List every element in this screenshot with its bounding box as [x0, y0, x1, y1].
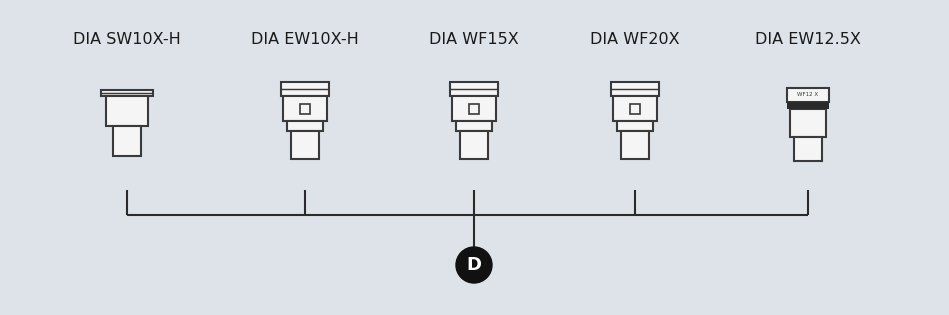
Bar: [283, 96, 327, 121]
Bar: [787, 88, 829, 102]
Bar: [106, 96, 148, 126]
Text: DIA SW10X-H: DIA SW10X-H: [73, 32, 181, 48]
Bar: [794, 137, 822, 161]
Bar: [630, 104, 640, 113]
Bar: [456, 121, 492, 131]
Bar: [300, 104, 310, 113]
Bar: [287, 121, 323, 131]
Bar: [621, 131, 649, 159]
Bar: [787, 102, 829, 109]
Text: DIA WF15X: DIA WF15X: [429, 32, 519, 48]
Text: DIA EW12.5X: DIA EW12.5X: [755, 32, 861, 48]
Bar: [460, 131, 488, 159]
Bar: [291, 131, 319, 159]
Bar: [450, 82, 498, 96]
Bar: [617, 121, 653, 131]
Bar: [790, 109, 826, 137]
Bar: [613, 96, 657, 121]
Circle shape: [456, 247, 492, 283]
Bar: [611, 82, 659, 96]
Bar: [113, 126, 141, 156]
Bar: [281, 82, 329, 96]
Text: D: D: [467, 256, 481, 274]
Bar: [101, 90, 153, 96]
Text: DIA EW10X-H: DIA EW10X-H: [251, 32, 359, 48]
Bar: [452, 96, 496, 121]
Text: DIA WF20X: DIA WF20X: [590, 32, 679, 48]
Text: WF12 X: WF12 X: [797, 93, 819, 98]
Bar: [469, 104, 479, 113]
